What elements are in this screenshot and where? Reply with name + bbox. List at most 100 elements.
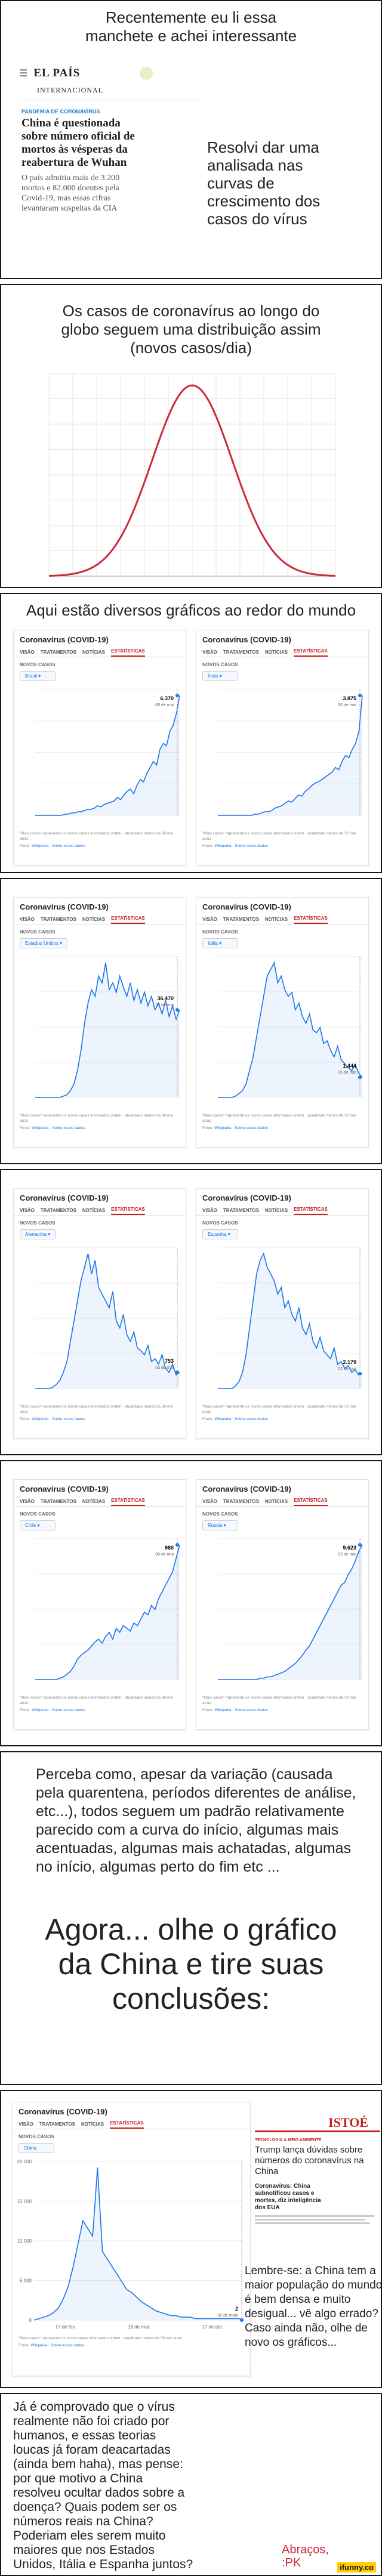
card-section-label: NOVOS CASOS [20,662,56,667]
source-link[interactable]: Wikipedia [30,2343,48,2348]
conclusion-line: (ainda bem haha), mas pense: [13,2457,183,2471]
card-section-label: NOVOS CASOS [20,929,56,935]
source-link[interactable]: Wikipedia [32,844,49,848]
tab-notícias[interactable]: NOTÍCIAS [82,917,106,922]
tab-visão[interactable]: VISÃO [202,1499,217,1504]
cases-chart: 1.444 06 de mai [218,956,363,1098]
article-headline: China é questionada sobre número oficial … [21,117,204,169]
tab-visão[interactable]: VISÃO [19,2122,33,2127]
tab-visão[interactable]: VISÃO [202,917,217,922]
cases-chart: 753 03 de mai [35,1247,180,1389]
tab-visão[interactable]: VISÃO [20,917,35,922]
istoe-kicker: TECNOLOGIA & MEIO AMBIENTE [255,2138,322,2142]
tab-visão[interactable]: VISÃO [20,1499,35,1504]
source-link[interactable]: Wikipedia [214,1708,232,1712]
tab-notícias[interactable]: NOTÍCIAS [82,1208,106,1213]
card-title: Coronavírus (COVID-19) [202,1485,291,1493]
covid-card: Coronavírus (COVID-19) VISÃO TRATAMENTOS NO… [196,897,369,1148]
card-title: Coronavírus (COVID-19) [19,2107,107,2116]
card-section-label: NOVOS CASOS [19,2134,54,2139]
source-link[interactable]: Wikipedia [32,1126,49,1130]
intro-caption: Recentemente eu li essa manchete e achei… [1,8,381,45]
x-tick-label: 17 de fev. [56,2324,76,2330]
tab-visão[interactable]: VISÃO [20,650,35,655]
caption-line: Recentemente eu li essa [105,8,277,26]
source-link[interactable]: Wikipedia [214,1126,232,1130]
country-dropdown[interactable]: Brasil ▾ [20,671,56,681]
source-link[interactable]: Wikipedia [32,1708,49,1712]
tab-tratamentos[interactable]: TRATAMENTOS [39,2122,75,2127]
about-data-link[interactable]: Sobre esses dados [235,1126,268,1130]
tab-estatísticas[interactable]: ESTATÍSTICAS [294,1207,328,1215]
country-dropdown[interactable]: Alemanha ▾ [20,1229,56,1239]
country-dropdown[interactable]: Espanha ▾ [202,1229,238,1239]
country-dropdown[interactable]: China [19,2143,54,2153]
tab-estatísticas[interactable]: ESTATÍSTICAS [111,1207,145,1215]
series-line [218,1544,363,1680]
china-card: Coronavírus (COVID-19) VISÃO TRATAMENTOS N… [12,2102,251,2376]
annotation-date: 03 de mai [338,1553,356,1557]
tab-tratamentos[interactable]: TRATAMENTOS [40,917,76,922]
tab-notícias[interactable]: NOTÍCIAS [81,2122,104,2127]
world-caption: Aqui estão diversos gráficos ao redor do… [26,601,356,619]
tab-tratamentos[interactable]: TRATAMENTOS [223,1208,259,1213]
tab-tratamentos[interactable]: TRATAMENTOS [40,650,76,655]
country-dropdown[interactable]: Rússia ▾ [202,1520,238,1530]
tab-tratamentos[interactable]: TRATAMENTOS [223,1499,259,1504]
tab-visão[interactable]: VISÃO [20,1208,35,1213]
tab-estatísticas[interactable]: ESTATÍSTICAS [294,916,328,924]
country-dropdown[interactable]: Itália ▾ [202,938,238,948]
tab-notícias[interactable]: NOTÍCIAS [82,650,106,655]
series-line [218,1252,363,1389]
aside-line: analisada nas [207,156,303,174]
tab-notícias[interactable]: NOTÍCIAS [82,1499,106,1504]
aside-line: curvas de [207,174,275,192]
tab-notícias[interactable]: NOTÍCIAS [264,1208,288,1213]
card-tabs: VISÃO TRATAMENTOS NOTÍCIAS ESTATÍSTICAS [13,2120,250,2129]
card-tabs: VISÃO TRATAMENTOS NOTÍCIAS ESTATÍSTICAS [196,648,368,657]
tab-estatísticas[interactable]: ESTATÍSTICAS [110,2120,144,2129]
tab-estatísticas[interactable]: ESTATÍSTICAS [111,916,145,924]
about-data-link[interactable]: Sobre esses dados [235,1708,268,1712]
tab-visão[interactable]: VISÃO [202,650,217,655]
conclusion-line: Poderiam eles serem muito [13,2529,166,2543]
about-data-link[interactable]: Sobre esses dados [235,844,268,848]
istoe-body-placeholder [255,2215,380,2224]
tab-estatísticas[interactable]: ESTATÍSTICAS [294,1498,328,1506]
card-title: Coronavírus (COVID-19) [202,902,291,911]
tab-notícias[interactable]: NOTÍCIAS [264,650,288,655]
about-data-link[interactable]: Sobre esses dados [52,1708,85,1712]
card-section-label: NOVOS CASOS [202,1511,238,1517]
tab-tratamentos[interactable]: TRATAMENTOS [40,1208,76,1213]
tab-notícias[interactable]: NOTÍCIAS [264,1499,288,1504]
about-data-link[interactable]: Sobre esses dados [52,1417,85,1421]
series-area [35,1254,180,1388]
tab-notícias[interactable]: NOTÍCIAS [264,917,288,922]
tab-estatísticas[interactable]: ESTATÍSTICAS [294,648,328,657]
source-label: Fonte: [19,2343,30,2348]
source-link[interactable]: Wikipedia [214,844,232,848]
source-link[interactable]: Wikipedia [32,1417,49,1421]
country-dropdown[interactable]: Chile ▾ [20,1520,56,1530]
tab-visão[interactable]: VISÃO [202,1208,217,1213]
headline-line: números do coronavírus na [255,2156,364,2166]
card-footnote: "Mais casos" representa os novos casos i… [20,1405,174,1414]
card-source: Fonte: Wikipedia · Sobre esses dados [202,1417,268,1421]
about-data-link[interactable]: Sobre esses dados [51,2343,84,2348]
menu-icon: ☰ [19,69,28,79]
tab-estatísticas[interactable]: ESTATÍSTICAS [111,648,145,657]
country-dropdown[interactable]: Estados Unidos ▾ [20,938,68,948]
about-data-link[interactable]: Sobre esses dados [235,1417,268,1421]
tab-tratamentos[interactable]: TRATAMENTOS [223,917,259,922]
tab-tratamentos[interactable]: TRATAMENTOS [223,650,259,655]
country-dropdown[interactable]: Índia ▾ [202,671,238,681]
about-data-link[interactable]: Sobre esses dados [52,1126,85,1130]
tab-estatísticas[interactable]: ESTATÍSTICAS [111,1498,145,1506]
summary-line: O país admitiu mais de 3.200 [21,174,120,183]
about-data-link[interactable]: Sobre esses dados [52,844,85,848]
tab-tratamentos[interactable]: TRATAMENTOS [40,1499,76,1504]
istoe-article: ISTOÉ TECNOLOGIA & MEIO AMBIENTE Trump l… [255,2115,380,2226]
source-link[interactable]: Wikipedia [214,1417,232,1421]
cases-chart: 36.470 22 de mai [35,956,180,1098]
conclusion-line: loucas já foram deacartadas [13,2443,171,2457]
